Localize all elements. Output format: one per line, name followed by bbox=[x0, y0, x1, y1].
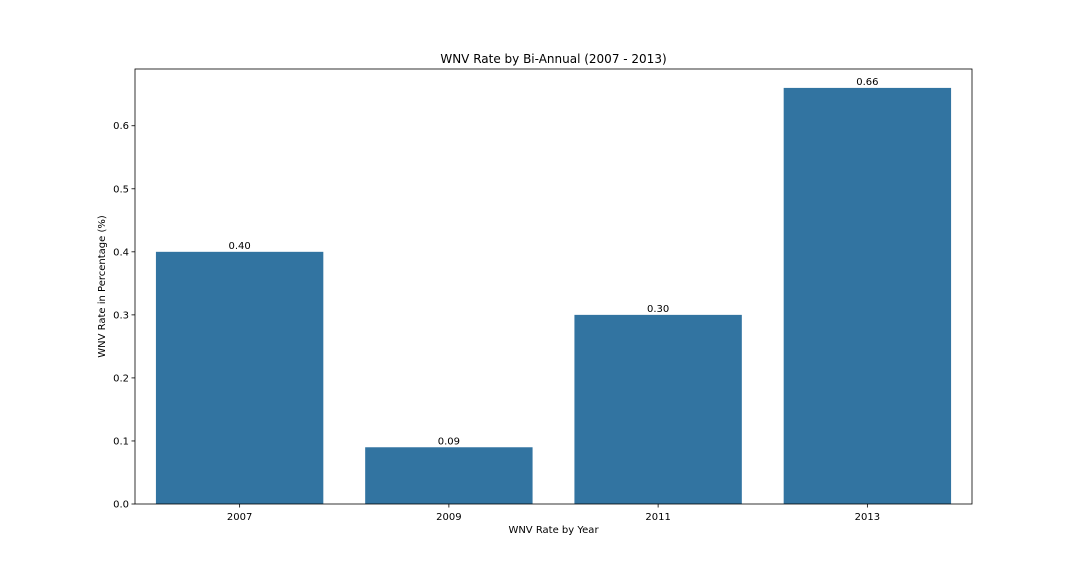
x-tick-label-2011: 2011 bbox=[645, 512, 670, 523]
y-axis-label: WNV Rate in Percentage (%) bbox=[97, 215, 108, 358]
x-tick-label-2007: 2007 bbox=[227, 512, 252, 523]
x-ticks-group: 2007 2009 2011 2013 bbox=[227, 504, 880, 523]
bar-2011 bbox=[574, 314, 742, 504]
data-labels-group: 0.40 0.09 0.30 0.66 bbox=[228, 77, 878, 447]
plot-frame bbox=[134, 68, 973, 505]
data-label-2009: 0.09 bbox=[438, 436, 460, 447]
y-tick-label-1: 0.1 bbox=[113, 436, 129, 447]
y-tick-label-3: 0.3 bbox=[113, 310, 129, 321]
y-tick-label-4: 0.4 bbox=[113, 247, 129, 258]
bar-2007 bbox=[155, 251, 324, 504]
y-tick-label-6: 0.6 bbox=[113, 121, 129, 132]
bars-group bbox=[155, 87, 952, 505]
x-tick-label-2013: 2013 bbox=[855, 512, 880, 523]
bar-2013 bbox=[783, 87, 952, 505]
x-axis-label: WNV Rate by Year bbox=[508, 525, 599, 536]
data-label-2007: 0.40 bbox=[228, 241, 250, 252]
y-tick-label-0: 0.0 bbox=[113, 500, 129, 511]
y-tick-label-5: 0.5 bbox=[113, 184, 129, 195]
data-label-2013: 0.66 bbox=[856, 77, 878, 88]
x-tick-label-2009: 2009 bbox=[436, 512, 461, 523]
bar-2009 bbox=[365, 447, 533, 504]
y-tick-label-2: 0.2 bbox=[113, 373, 129, 384]
y-ticks-group: 0.0 0.1 0.2 0.3 0.4 0.5 0.6 bbox=[113, 121, 135, 511]
chart-title: WNV Rate by Bi-Annual (2007 - 2013) bbox=[440, 52, 666, 66]
data-label-2011: 0.30 bbox=[647, 304, 669, 315]
